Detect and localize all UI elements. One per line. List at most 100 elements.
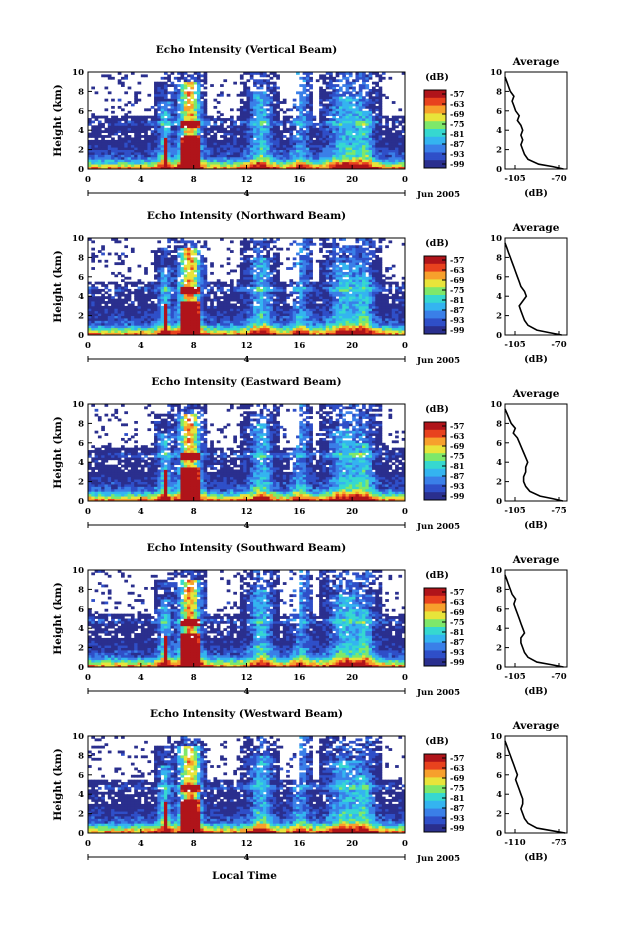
heatmap-cell (256, 281, 261, 285)
heatmap-cell (236, 142, 241, 146)
heatmap-cell (365, 98, 370, 102)
heatmap-cell (107, 305, 112, 309)
heatmap-cell (124, 164, 129, 167)
heatmap-cell (114, 310, 119, 314)
heatmap-cell (266, 284, 271, 287)
heatmap-cell (124, 308, 129, 312)
heatmap-cell (170, 262, 175, 266)
heatmap-cell (200, 144, 204, 148)
heatmap-cell (371, 149, 376, 153)
heatmap-cell (150, 125, 155, 129)
heatmap-cell (239, 122, 244, 126)
heatmap-cell (210, 301, 214, 304)
heatmap-cell (193, 259, 198, 263)
heatmap-cell (256, 105, 261, 109)
heatmap-cell (398, 132, 403, 136)
heatmap-cell (167, 250, 171, 253)
heatmap-cell (117, 313, 122, 316)
heatmap-cell (253, 81, 257, 85)
heatmap-cell (315, 127, 320, 131)
heatmap-cell (147, 152, 152, 155)
heatmap-cell (157, 147, 162, 150)
y-tick-label: 2 (78, 146, 84, 156)
heatmap-cell (305, 301, 310, 304)
heatmap-cell (329, 313, 333, 316)
heatmap-cell (167, 327, 171, 331)
heatmap-cell (276, 298, 280, 302)
heatmap-cell (292, 320, 297, 324)
heatmap-cell (193, 164, 198, 167)
heatmap-cell (177, 298, 181, 302)
heatmap-cell (299, 91, 304, 95)
heatmap-cell (114, 301, 119, 304)
heatmap-cell (272, 284, 277, 287)
heatmap-cell (160, 127, 165, 131)
heatmap-cell (345, 103, 350, 107)
heatmap-cell (325, 132, 330, 136)
heatmap-cell (269, 139, 274, 143)
heatmap-cell (127, 125, 132, 129)
heatmap-cell (269, 72, 274, 75)
heatmap-cell (279, 166, 284, 170)
heatmap-cell (163, 110, 168, 114)
heatmap-cell (319, 274, 323, 278)
heatmap-cell (338, 142, 343, 146)
heatmap-cell (282, 325, 287, 329)
heatmap-cell (302, 130, 307, 134)
heatmap-cell (170, 72, 175, 75)
heatmap-cell (345, 156, 350, 160)
heatmap-cell (289, 130, 294, 134)
heatmap-cell (117, 288, 122, 292)
heatmap-cell (332, 332, 337, 336)
heatmap-cell (325, 159, 330, 163)
heatmap-cell (223, 154, 228, 158)
heatmap-cell (243, 264, 247, 268)
heatmap-cell (276, 305, 280, 309)
heatmap-cell (220, 147, 224, 150)
heatmap-cell (101, 147, 105, 150)
heatmap-cell (154, 310, 158, 314)
heatmap-cell (246, 166, 251, 170)
heatmap-cell (302, 137, 307, 141)
heatmap-cell (111, 142, 115, 146)
heatmap-cell (256, 135, 261, 138)
heatmap-cell (157, 149, 162, 153)
heatmap-cell (223, 296, 228, 300)
heatmap-cell (249, 113, 254, 117)
heatmap-cell (170, 161, 175, 165)
heatmap-cell (355, 103, 360, 107)
heatmap-cell (243, 293, 247, 297)
heatmap-cell (236, 144, 241, 148)
heatmap-cell (279, 332, 284, 336)
heatmap-cell (88, 161, 92, 165)
heatmap-cell (246, 267, 251, 270)
heatmap-cell (173, 120, 178, 124)
heatmap-cell (381, 130, 386, 134)
heatmap-cell (220, 118, 224, 121)
heatmap-cell (282, 125, 287, 129)
heatmap-cell (101, 301, 105, 304)
heatmap-cell (272, 308, 277, 312)
heatmap-cell (332, 122, 337, 126)
heatmap-cell (140, 152, 145, 155)
heatmap-cell (375, 115, 379, 119)
heatmap-cell (157, 257, 162, 261)
heatmap-cell (200, 93, 204, 97)
heatmap-cell (249, 247, 254, 251)
heatmap-cell (91, 315, 95, 319)
heatmap-cell (388, 118, 393, 121)
heatmap-cell (226, 147, 231, 150)
heatmap-cell (216, 115, 221, 119)
heatmap-cell (196, 322, 201, 326)
heatmap-cell (368, 125, 373, 129)
heatmap-cell (296, 132, 300, 136)
heatmap-cell (272, 161, 277, 165)
heatmap-cell (121, 332, 125, 336)
heatmap-cell (302, 281, 307, 285)
heatmap-cell (378, 137, 383, 141)
heatmap-cell (183, 305, 188, 309)
heatmap-cell (282, 305, 287, 309)
heatmap-cell (183, 269, 188, 273)
heatmap-cell (319, 103, 323, 107)
heatmap-cell (243, 286, 247, 290)
